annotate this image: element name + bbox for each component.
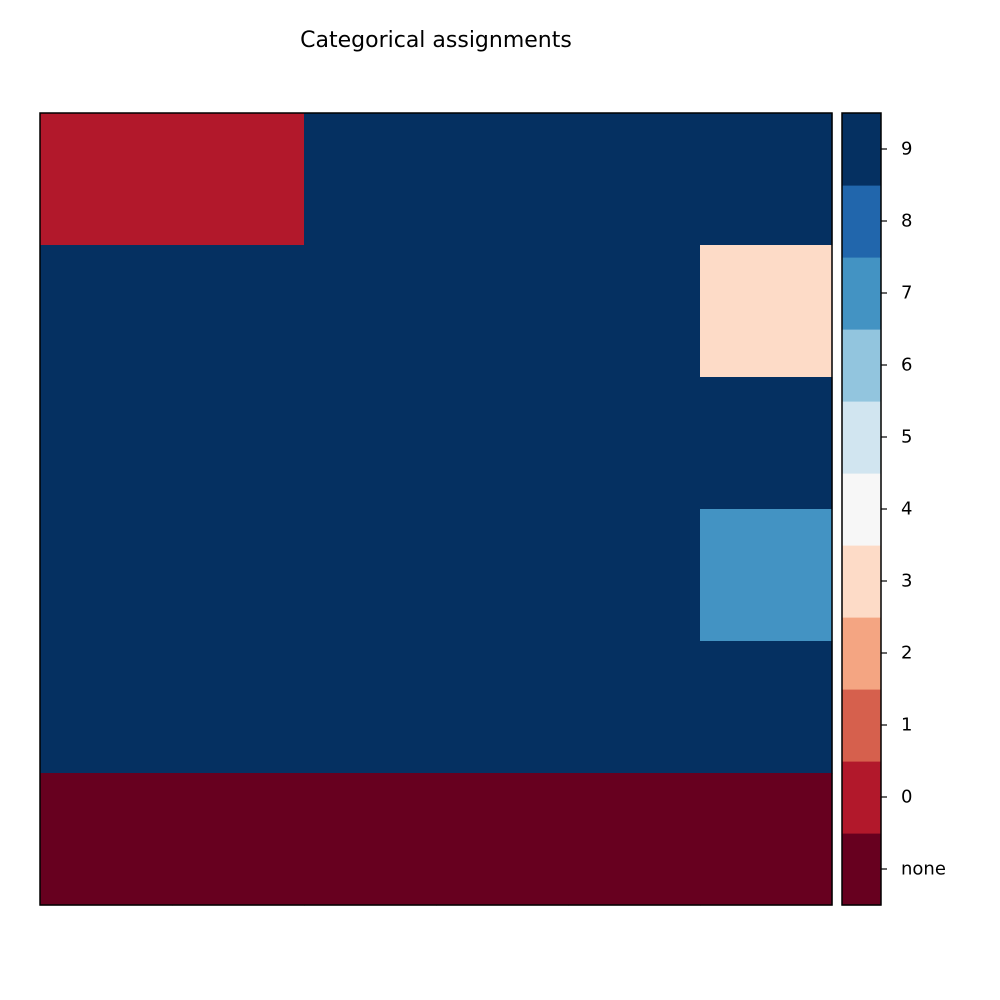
heatmap-cell xyxy=(172,773,305,906)
heatmap-cell xyxy=(568,641,701,774)
colorbar-swatch xyxy=(842,761,881,834)
heatmap-cell xyxy=(172,377,305,510)
colorbar-swatch xyxy=(842,545,881,618)
heatmap-cell xyxy=(172,509,305,642)
heatmap-cell xyxy=(172,113,305,246)
heatmap-cell xyxy=(700,641,833,774)
colorbar-swatch xyxy=(842,689,881,762)
heatmap-cell xyxy=(568,509,701,642)
heatmap-cell xyxy=(304,773,437,906)
heatmap-cell xyxy=(40,773,173,906)
colorbar-swatch xyxy=(842,833,881,906)
colorbar-swatch xyxy=(842,473,881,546)
colorbar-tick-label: 9 xyxy=(901,139,912,160)
heatmap-cell xyxy=(436,773,569,906)
chart-title: Categorical assignments xyxy=(300,28,572,53)
heatmap-cell xyxy=(40,641,173,774)
heatmap-cell xyxy=(436,377,569,510)
heatmap-cell xyxy=(568,377,701,510)
heatmap-cell xyxy=(568,113,701,246)
heatmap-cell xyxy=(40,245,173,378)
colorbar-tick-label: 6 xyxy=(901,355,912,376)
heatmap-cell xyxy=(304,641,437,774)
heatmap-cell xyxy=(700,113,833,246)
colorbar-swatch xyxy=(842,401,881,474)
colorbar-tick-label: 5 xyxy=(901,427,912,448)
heatmap-cell xyxy=(700,509,833,642)
heatmap-cell xyxy=(436,113,569,246)
colorbar-tick-label: 7 xyxy=(901,283,912,304)
colorbar-swatch xyxy=(842,329,881,402)
colorbar-tick-label: none xyxy=(901,859,946,880)
heatmap-cell xyxy=(700,377,833,510)
heatmap-cell xyxy=(568,245,701,378)
colorbar-tick-label: 4 xyxy=(901,499,912,520)
colorbar-tick-label: 3 xyxy=(901,571,912,592)
colorbar-swatch xyxy=(842,617,881,690)
heatmap-cell xyxy=(40,113,173,246)
heatmap-cell xyxy=(172,245,305,378)
heatmap-cell xyxy=(40,377,173,510)
colorbar-tick-label: 2 xyxy=(901,643,912,664)
colorbar-tick-label: 0 xyxy=(901,787,912,808)
colorbar-swatch xyxy=(842,257,881,330)
heatmap-cell xyxy=(304,377,437,510)
heatmap-cell xyxy=(436,641,569,774)
heatmap-cell xyxy=(40,509,173,642)
colorbar-tick-label: 1 xyxy=(901,715,912,736)
heatmap-cell xyxy=(304,245,437,378)
plot-frame xyxy=(39,112,833,906)
heatmap-cell xyxy=(304,113,437,246)
heatmap-cell xyxy=(568,773,701,906)
colorbar-swatch xyxy=(842,113,881,186)
colorbar-swatch xyxy=(842,185,881,258)
heatmap-cell xyxy=(436,509,569,642)
colorbar-tick-label: 8 xyxy=(901,211,912,232)
heatmap-cell xyxy=(700,773,833,906)
heatmap-cell xyxy=(304,509,437,642)
heatmap-cell xyxy=(436,245,569,378)
heatmap-cell xyxy=(700,245,833,378)
heatmap-cell xyxy=(172,641,305,774)
